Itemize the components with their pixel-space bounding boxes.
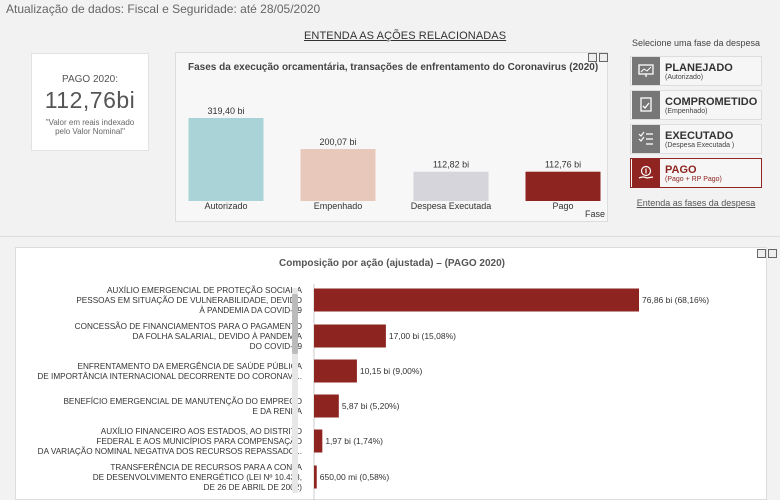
- composition-category-label: ENFRENTAMENTO DA EMERGÊNCIA DE SAÚDE PÚB…: [78, 361, 303, 371]
- phase-sub: (Despesa Executada ): [665, 141, 735, 149]
- composition-bar-value: 76,86 bi (68,16%): [642, 295, 709, 305]
- checklist-icon: [632, 125, 660, 153]
- composition-bar-value: 1,97 bi (1,74%): [325, 436, 383, 446]
- phase-sub: (Autorizado): [665, 73, 704, 81]
- composition-bar[interactable]: [314, 324, 386, 348]
- phase-label: COMPROMETIDO: [665, 95, 758, 108]
- composition-category-label: TRANSFERÊNCIA DE RECURSOS PARA A CONTA: [110, 462, 302, 472]
- composition-chart-title: Composição por ação (ajustada) – (PAGO 2…: [279, 258, 505, 269]
- composition-category-label: DE 26 DE ABRIL DE 2002): [204, 483, 303, 492]
- composition-bar-chart: 76,86 bi (68,16%) AUXÍLIO EMERGENCIAL DE …: [37, 284, 709, 500]
- composition-category-label: AUXÍLIO FINANCEIRO AOS ESTADOS, AO DISTR…: [101, 426, 302, 436]
- phases-chart-panel: Fases da execução orcamentária, transaçõ…: [175, 52, 608, 222]
- entenda-fases-link[interactable]: Entenda as fases da despesa: [636, 198, 756, 208]
- composition-bar-value: 650,00 mi (0,58%): [320, 472, 390, 482]
- phase-label: PAGO: [665, 163, 697, 176]
- composition-bar-value: 10,15 bi (9,00%): [360, 366, 423, 376]
- print-icon[interactable]: [757, 249, 766, 258]
- entenda-acoes-link[interactable]: ENTENDA AS AÇÕES RELACIONADAS: [304, 30, 507, 42]
- composition-bar[interactable]: [314, 359, 357, 383]
- phase-bar[interactable]: [300, 149, 376, 201]
- kpi-value: 112,76bi: [44, 87, 136, 113]
- phase-category-label: Empenhado: [314, 201, 363, 211]
- phase-category-label: Autorizado: [204, 201, 247, 211]
- composition-scrollbar[interactable]: [292, 288, 298, 493]
- phase-label: PLANEJADO: [665, 61, 733, 74]
- phase-bar-value: 112,76 bi: [545, 160, 581, 170]
- phases-bar-chart: 319,40 bi Autorizado 200,07 bi Empenhado 112…: [188, 106, 605, 219]
- composition-bar[interactable]: [314, 429, 323, 453]
- export-excel-icon[interactable]: [768, 249, 777, 258]
- phase-label: EXECUTADO: [665, 129, 734, 142]
- composition-category-label: AUXÍLIO EMERGENCIAL DE PROTEÇÃO SOCIAL A: [107, 285, 303, 295]
- phase-button-executado[interactable]: EXECUTADO (Despesa Executada ): [630, 124, 762, 154]
- composition-category-label: CONCESSÃO DE FINANCIAMENTOS PARA O PAGAM…: [75, 321, 302, 331]
- phase-bar[interactable]: [188, 118, 264, 201]
- composition-category-label: DA FOLHA SALARIAL, DEVIDO À PANDEMIA: [132, 331, 302, 341]
- print-icon[interactable]: [588, 53, 597, 62]
- phase-button-pago[interactable]: PAGO (Pago + RP Pago): [630, 158, 762, 188]
- phase-selector-title: Selecione uma fase da despesa: [631, 38, 761, 48]
- phase-bar[interactable]: [525, 171, 601, 201]
- composition-category-label: BENEFÍCIO EMERGENCIAL DE MANUTENÇÃO DO E…: [63, 396, 302, 406]
- scroll-thumb[interactable]: [292, 294, 298, 354]
- kpi-note: "Valor em reais indexado pelo Valor Nomi…: [45, 118, 135, 136]
- composition-category-label: E DA RENDA: [252, 407, 302, 416]
- composition-category-label: PESSOAS EM SITUAÇÃO DE VULNERABILIDADE, …: [76, 295, 302, 305]
- phase-bar-value: 112,82 bi: [433, 160, 469, 170]
- phase-category-label: Pago: [552, 201, 573, 211]
- phases-export-icons: [588, 53, 608, 62]
- composition-category-label: DE IMPORTÂNCIA INTERNACIONAL DECORRENTE …: [37, 371, 302, 381]
- phase-selector: Selecione uma fase da despesa PLANEJADO …: [630, 38, 762, 208]
- phase-button-comprometido[interactable]: COMPROMETIDO (Empenhado): [630, 90, 762, 120]
- money-hand-icon: [632, 159, 660, 187]
- phase-bar-value: 200,07 bi: [319, 137, 356, 147]
- composition-bar[interactable]: [314, 394, 339, 418]
- composition-bar-value: 17,00 bi (15,08%): [389, 331, 456, 341]
- export-excel-icon[interactable]: [599, 53, 608, 62]
- composition-category-label: DO COVID-19: [250, 342, 303, 351]
- data-update-text: Atualização de dados: Fiscal e Seguridad…: [6, 2, 321, 16]
- phase-sub: (Empenhado): [665, 107, 708, 115]
- phase-sub: (Pago + RP Pago): [665, 175, 722, 183]
- phase-bar-value: 319,40 bi: [207, 106, 244, 116]
- composition-category-label: FEDERAL E AOS MUNICÍPIOS PARA COMPENSAÇÃ…: [96, 436, 302, 446]
- composition-bar[interactable]: [314, 465, 317, 489]
- phase-bar[interactable]: [413, 171, 489, 201]
- kpi-card-pago: PAGO 2020: 112,76bi "Valor em reais inde…: [31, 53, 149, 151]
- composition-chart-panel: Composição por ação (ajustada) – (PAGO 2…: [15, 247, 767, 500]
- composition-category-label: DA VARIAÇÃO NOMINAL NEGATIVA DOS RECURSO…: [38, 446, 302, 456]
- composition-export-icons: [757, 249, 777, 258]
- phase-button-planejado[interactable]: PLANEJADO (Autorizado): [630, 56, 762, 86]
- composition-category-label: DE DESENVOLVIMENTO ENERGÉTICO (LEI Nº 10…: [93, 472, 302, 482]
- composition-category-label: À PANDEMIA DA COVID-19: [199, 305, 302, 315]
- composition-bar[interactable]: [314, 288, 639, 312]
- kpi-label: PAGO 2020:: [62, 74, 118, 85]
- composition-bar-value: 5,87 bi (5,20%): [342, 401, 400, 411]
- document-check-icon: [632, 91, 660, 119]
- phase-axis-label: Fase: [585, 209, 605, 219]
- phases-chart-title: Fases da execução orcamentária, transaçõ…: [188, 62, 599, 73]
- section-divider: [0, 236, 780, 237]
- presentation-icon: [632, 57, 660, 85]
- phase-category-label: Despesa Executada: [411, 201, 492, 211]
